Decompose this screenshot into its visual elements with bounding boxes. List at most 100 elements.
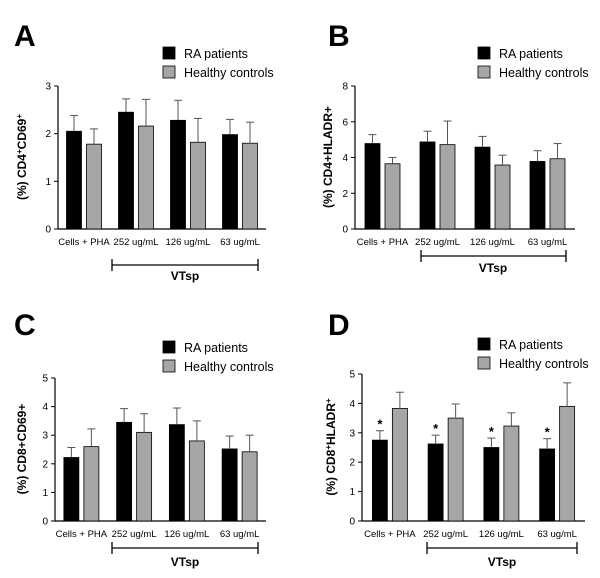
vtsp-bracket-label: VTsp [171,269,199,283]
bar-ra [474,146,491,230]
x-tick-label: 63 ug/mL [220,237,260,248]
y-tick-label: 1 [42,488,48,499]
x-tick-label: 126 ug/mL [479,529,524,540]
y-tick-label: 2 [42,459,48,470]
bar-hc [391,407,408,522]
y-tick-label: 4 [342,153,348,164]
x-tick-label: Cells + PHA [58,237,110,248]
legend-swatch [477,356,491,370]
y-tick-label: 6 [342,117,348,128]
panel-letter: A [14,20,36,53]
y-label-part: (%) CD4 [15,154,29,200]
bar-ra [364,143,381,230]
y-label-part: (%) CD8+CD69+ [15,404,29,495]
y-tick-label: 4 [349,399,355,410]
vtsp-bracket-label: VTsp [171,555,199,569]
legend-label: RA patients [184,47,248,61]
y-tick-label: 2 [342,189,348,200]
y-tick-label: 0 [342,225,348,236]
y-label-superscript: + [324,445,333,450]
y-tick-label: 5 [42,374,48,385]
y-tick-label: 4 [42,402,48,413]
significance-star: * [377,417,383,432]
y-label-part: CD69 [15,118,29,149]
bar-hc [190,141,206,230]
x-tick-label: 63 ug/mL [220,529,260,540]
bar-ra [66,130,82,230]
y-tick-label: 3 [45,82,51,93]
x-tick-label: 252 ug/mL [112,529,157,540]
bar-ra [427,443,444,522]
x-tick-label: 63 ug/mL [537,529,577,540]
bar-ra [539,448,556,522]
x-tick-label: 126 ug/mL [166,237,211,248]
y-tick-label: 1 [349,487,355,498]
y-tick-label: 2 [349,458,355,469]
bar-hc [241,451,258,522]
bar-hc [447,417,464,522]
y-tick-label: 5 [349,370,355,381]
bar-hc [138,125,154,230]
bar-hc [503,425,520,522]
vtsp-bracket-label: VTsp [488,555,516,569]
legend-label: Healthy controls [499,66,589,80]
bar-ra [118,111,134,230]
y-label-part: HLADR [324,403,338,445]
x-tick-label: Cells + PHA [357,237,409,248]
y-label-superscript: + [15,114,24,119]
legend-swatch [162,340,176,354]
y-label-part: (%) CD4+HLADR+ [321,106,335,208]
legend-label: Healthy controls [184,66,274,80]
x-tick-label: Cells + PHA [364,529,416,540]
bar-ra [222,134,238,230]
bar-ra [371,439,388,522]
y-axis-label: (%) CD4+HLADR+ [321,106,335,208]
bar-ra [116,421,133,522]
significance-star: * [489,424,495,439]
significance-star: * [545,425,551,440]
legend-label: RA patients [499,47,563,61]
x-tick-label: 252 ug/mL [114,237,159,248]
bar-hc [86,143,102,230]
bar-ra [483,447,500,522]
y-tick-label: 0 [42,517,48,528]
y-tick-label: 3 [349,428,355,439]
panel-c: C 0 1 2 3 4 5 (%) CD8+CD69+ Cells + PHA 252 ug/mL… [14,309,274,569]
bar-hc [384,163,401,230]
y-axis-label: (%) CD4+CD69+ [15,114,30,200]
y-axis-label: (%) CD8+HLADR+ [324,398,339,496]
bar-ra [63,457,80,522]
bar-hc [188,440,205,522]
x-tick-label: 126 ug/mL [470,237,515,248]
bar-ra [529,161,546,230]
bar-hc [83,446,100,522]
y-label-part: (%) CD8 [324,449,338,495]
bar-ra [170,119,186,230]
legend-swatch [477,337,491,351]
y-tick-label: 0 [45,225,51,236]
legend-swatch [162,359,176,373]
bar-hc [136,431,153,522]
y-axis-label: (%) CD8+CD69+ [15,404,29,495]
significance-star: * [433,421,439,436]
y-label-superscript: + [324,398,333,403]
y-tick-label: 0 [349,517,355,528]
legend-label: Healthy controls [499,357,589,371]
bar-hc [549,158,566,230]
x-tick-label: 252 ug/mL [423,529,468,540]
y-tick-label: 3 [42,431,48,442]
legend-swatch [162,46,176,60]
legend-label: RA patients [499,338,563,352]
panel-letter: C [14,309,36,342]
bar-hc [242,142,258,230]
y-label-superscript: + [15,149,24,154]
x-tick-label: 252 ug/mL [415,237,460,248]
bar-ra [419,141,436,230]
x-tick-label: 126 ug/mL [164,529,209,540]
y-tick-label: 8 [342,82,348,93]
bar-ra [221,448,238,522]
bar-hc [494,164,511,230]
panel-b: B 0 2 4 6 8 (%) CD4+HLADR+ Cells + PHA 252 ug/mL… [321,20,589,275]
